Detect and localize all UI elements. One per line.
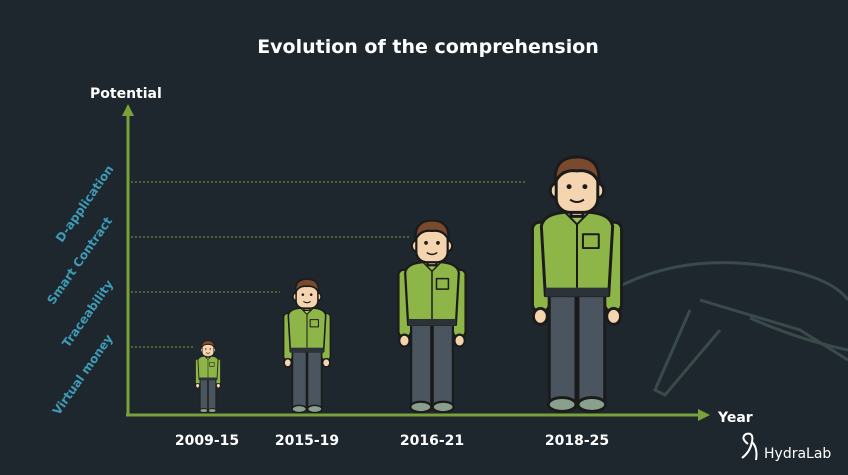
logo: HydraLab (764, 446, 831, 462)
period-label: 2016-21 (400, 433, 464, 449)
figure (530, 155, 624, 413)
level-label: Virtual money (50, 332, 116, 418)
y-axis-label: Potential (90, 86, 162, 102)
period-label: 2018-25 (545, 433, 609, 449)
title: Evolution of the comprehension (257, 36, 599, 58)
decoration (558, 261, 848, 397)
period-label: 2009-15 (175, 433, 239, 449)
axes (122, 104, 710, 421)
period-label: 2015-19 (275, 433, 339, 449)
logo-icon (741, 432, 758, 461)
figure (397, 219, 467, 414)
figure (194, 340, 222, 413)
figure (282, 278, 332, 414)
x-axis-label: Year (717, 410, 753, 426)
